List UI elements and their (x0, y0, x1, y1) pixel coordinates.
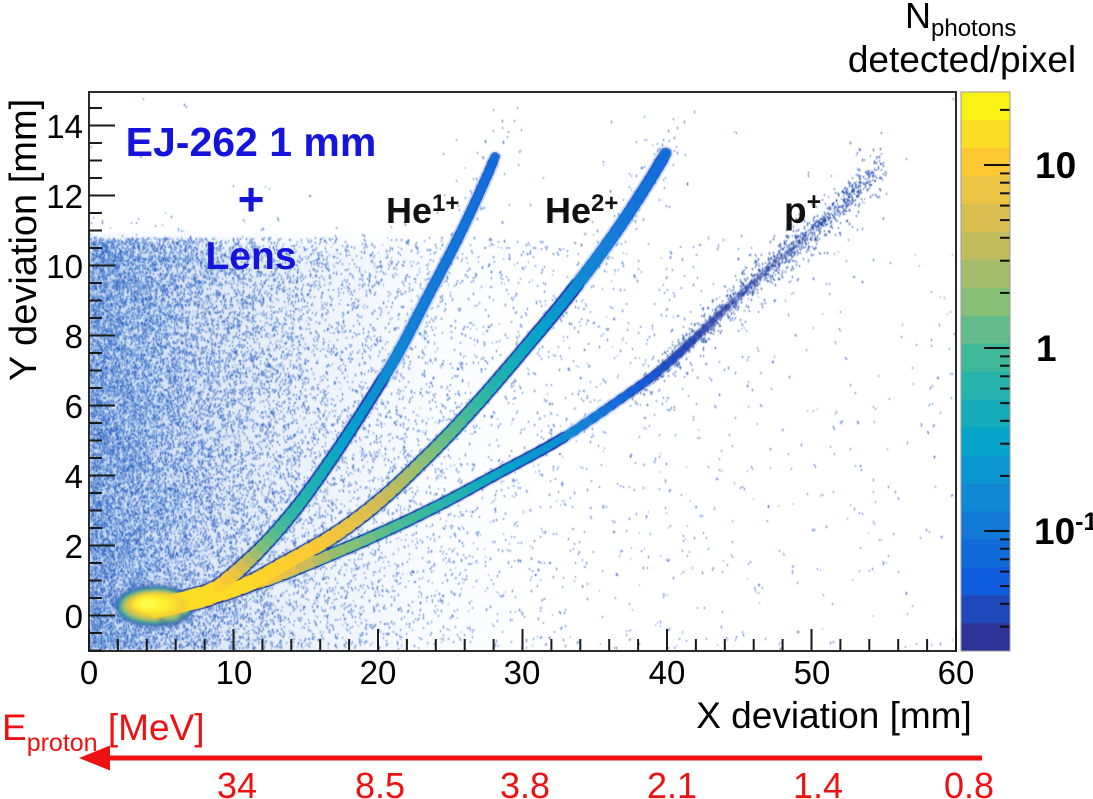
svg-text:2: 2 (65, 528, 83, 565)
svg-text:10: 10 (216, 654, 253, 691)
svg-text:Y deviation [mm]: Y deviation [mm] (3, 99, 45, 381)
svg-text:8: 8 (65, 318, 83, 355)
svg-text:4: 4 (65, 458, 83, 495)
svg-text:40: 40 (649, 654, 686, 691)
svg-text:1: 1 (1036, 328, 1057, 369)
svg-text:20: 20 (360, 654, 397, 691)
svg-text:14: 14 (46, 108, 83, 145)
svg-text:0: 0 (80, 654, 98, 691)
svg-text:detected/pixel: detected/pixel (848, 39, 1076, 80)
svg-text:Lens: Lens (205, 235, 296, 278)
svg-text:12: 12 (46, 178, 83, 215)
svg-text:10: 10 (46, 248, 83, 285)
svg-text:0: 0 (65, 598, 83, 635)
svg-text:60: 60 (938, 654, 975, 691)
svg-text:1.4: 1.4 (793, 765, 843, 799)
svg-text:8.5: 8.5 (355, 765, 405, 799)
svg-text:EJ-262 1 mm: EJ-262 1 mm (126, 119, 377, 165)
svg-text:34: 34 (217, 765, 257, 799)
svg-text:30: 30 (504, 654, 541, 691)
svg-text:+: + (238, 173, 265, 225)
svg-text:10: 10 (1035, 145, 1076, 186)
svg-text:X deviation [mm]: X deviation [mm] (696, 695, 972, 736)
svg-text:0.8: 0.8 (944, 765, 994, 799)
svg-text:6: 6 (65, 388, 83, 425)
svg-text:50: 50 (794, 654, 831, 691)
svg-text:3.8: 3.8 (500, 765, 550, 799)
svg-text:2.1: 2.1 (647, 765, 697, 799)
